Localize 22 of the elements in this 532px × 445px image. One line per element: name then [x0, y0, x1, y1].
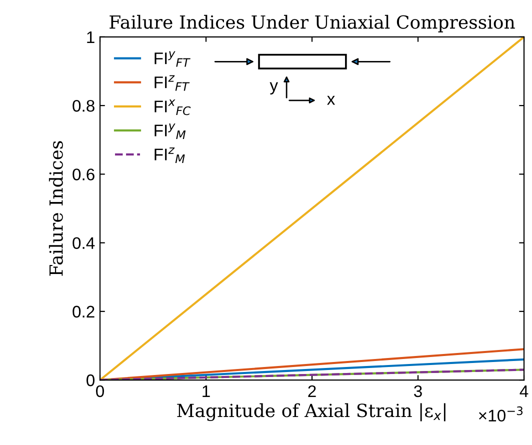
y-tick-label: 0.8 [72, 100, 94, 112]
y-tick-label: 0.6 [72, 168, 94, 180]
y-axis-title: Failure Indices [48, 141, 63, 276]
x-tick-label: 3 [414, 385, 422, 398]
y-tick-label: 0.4 [72, 237, 95, 249]
legend-label: FI$^{x}$$_{FC}$ [154, 99, 191, 116]
chart-title: Failure Indices Under Uniaxial Compression [110, 14, 515, 32]
annotation: x [327, 96, 336, 105]
y-tick-label: 1 [87, 32, 94, 43]
x-tick-label: 0 [96, 385, 104, 398]
annotation: y [270, 82, 278, 94]
x-axis-title: Magnitude of Axial Strain |ε$_{x}$| [177, 403, 446, 422]
x-tick-label: 2 [308, 385, 316, 397]
y-tick-label: 0 [86, 374, 95, 386]
legend-label: FI$^{y}$$_{FT}$ [154, 51, 190, 67]
text: ×10$^{−3}$ [479, 406, 523, 422]
y-tick-label: 0.2 [72, 306, 94, 318]
legend-label: FI$^{y}$$_{M}$ [154, 123, 186, 139]
x-tick-label: 4 [520, 386, 528, 397]
x-tick-label: 1 [202, 386, 210, 397]
legend-label: FI$^{z}$$_{M}$ [154, 147, 185, 163]
legend-label: FI$^{z}$$_{FT}$ [154, 75, 190, 91]
